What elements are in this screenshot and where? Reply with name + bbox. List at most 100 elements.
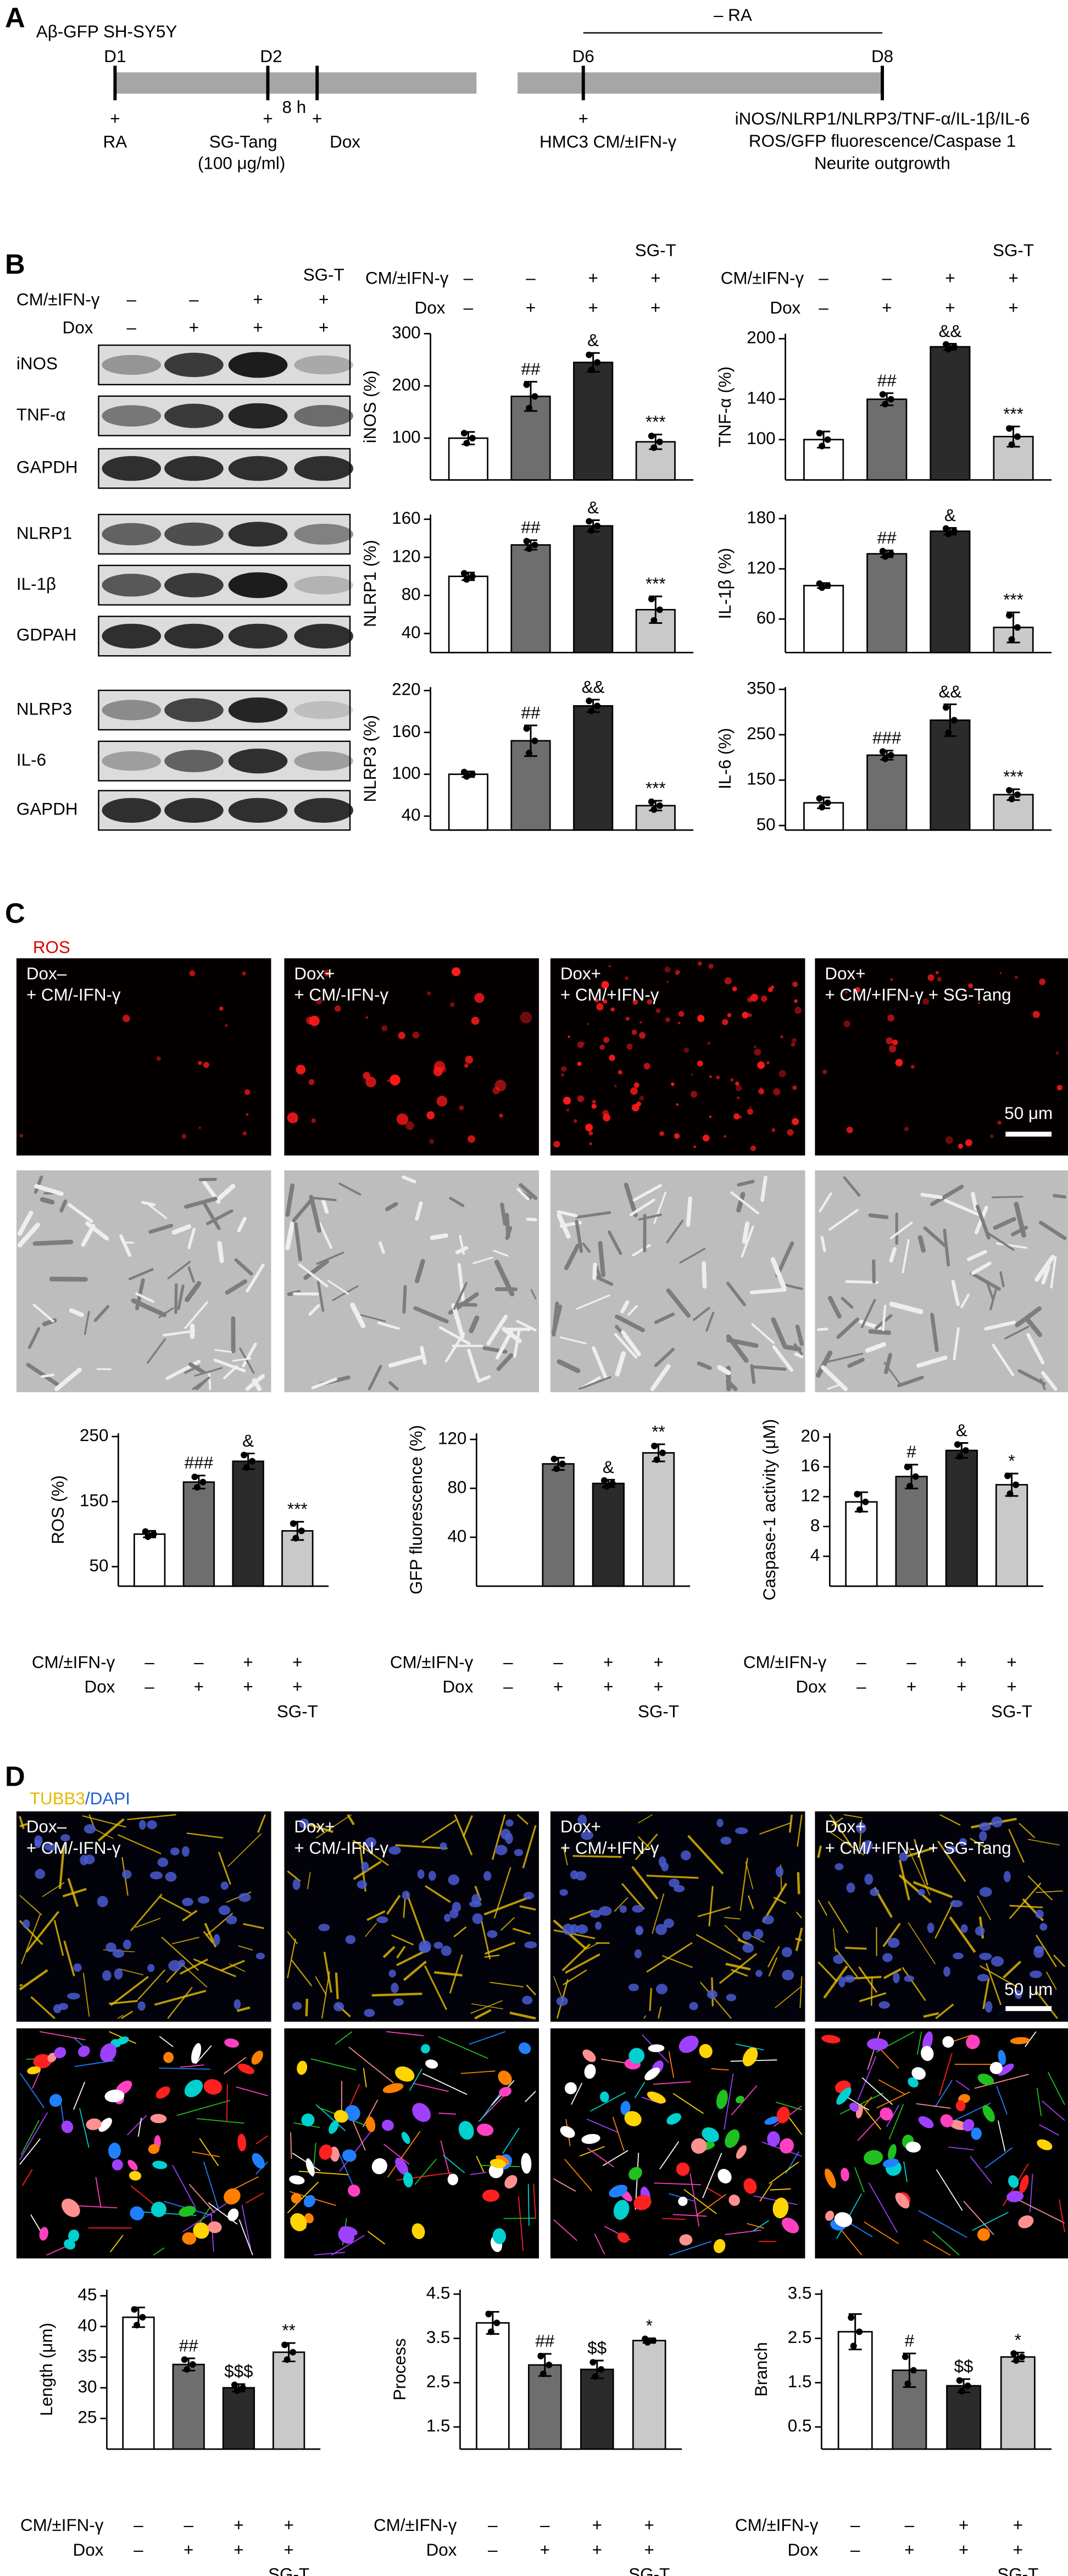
cell-outline <box>976 1204 991 1240</box>
traced-neurite <box>363 2068 367 2088</box>
neurite <box>1035 1990 1058 2019</box>
neurite <box>817 1845 822 1858</box>
panel-label: B <box>5 248 25 280</box>
y-axis-label: GFP fluorescence (%) <box>407 1425 426 1594</box>
neurite <box>767 1946 780 1968</box>
segmented-cell <box>382 2119 394 2131</box>
segmented-cell <box>425 2059 438 2069</box>
neurite <box>759 1822 791 1835</box>
ros-signal <box>676 1103 679 1106</box>
segmented-cell <box>966 2035 980 2049</box>
ros-signal <box>602 1110 609 1117</box>
neurite <box>687 1835 724 1875</box>
replicate-dot <box>594 359 601 366</box>
nucleus <box>991 1816 1003 1828</box>
segmented-cell <box>496 2155 509 2165</box>
cell-outline <box>943 1228 950 1267</box>
nucleus <box>483 1871 492 1881</box>
nucleus <box>419 1940 431 1952</box>
cell-outline <box>930 1184 964 1206</box>
ros-signal <box>724 1135 726 1138</box>
cell-outline <box>1052 1194 1067 1199</box>
bar <box>930 346 971 481</box>
bar <box>528 2364 562 2450</box>
traced-neurite <box>383 2143 410 2165</box>
ros-signal <box>609 1055 615 1061</box>
neurite <box>697 1906 731 1918</box>
ros-signal <box>766 1061 770 1065</box>
replicate-dot <box>879 391 886 398</box>
replicate-dot <box>862 1498 869 1505</box>
cell-outline <box>469 1315 480 1333</box>
traced-neurite <box>19 2112 48 2160</box>
y-tick-label: 60 <box>756 608 776 628</box>
cell-outline <box>147 1338 166 1364</box>
y-tick-label: 2.5 <box>426 2372 450 2391</box>
replicate-dot <box>648 433 655 440</box>
neurite <box>121 2010 134 2019</box>
cell-outline <box>889 1247 897 1263</box>
nucleus <box>899 1852 908 1862</box>
traced-neurite <box>95 2176 102 2208</box>
neurite <box>658 2006 662 2019</box>
ros-signal <box>440 1066 447 1073</box>
cell-outline <box>730 1191 759 1215</box>
cell-outline <box>702 1261 707 1289</box>
replicate-dot <box>191 1473 198 1481</box>
ros-signal <box>603 1037 610 1043</box>
blot-band <box>228 456 288 481</box>
condition-mark: – <box>819 269 828 288</box>
traced-neurite <box>335 2031 353 2045</box>
ros-signal <box>465 1055 474 1064</box>
nucleus <box>233 1999 241 2009</box>
cell-outline <box>311 1377 337 1389</box>
nucleus <box>220 1881 229 1890</box>
segmented-cell <box>504 2175 518 2189</box>
cell-outline <box>184 1365 200 1374</box>
segmented-cell <box>163 2052 174 2063</box>
traced-neurite <box>864 2222 899 2245</box>
replicate-dot <box>523 538 530 545</box>
nucleus <box>182 1897 193 1907</box>
y-axis-label: Process <box>390 2338 409 2400</box>
segmented-cell <box>716 2090 728 2109</box>
neurite <box>335 1972 339 1999</box>
nucleus <box>448 1874 460 1885</box>
segmented-cell <box>1019 2175 1029 2193</box>
nucleus <box>781 1947 792 1958</box>
condition-mark: + <box>183 2540 193 2560</box>
condition-mark: + <box>233 2516 243 2535</box>
channel-label: TUBB3/DAPI <box>30 1789 130 1808</box>
traced-neurite <box>955 2080 970 2091</box>
ros-signal <box>958 1143 963 1149</box>
significance-label: & <box>956 1421 967 1440</box>
y-tick-label: 35 <box>78 2346 97 2366</box>
cell-outline <box>246 1264 265 1293</box>
segmented-cell <box>130 2206 144 2220</box>
segmented-cell <box>482 2189 500 2202</box>
neurite <box>371 1992 422 1997</box>
neurite <box>696 1934 742 1960</box>
addition-sign: + <box>578 109 588 129</box>
ros-signal <box>890 978 893 981</box>
segmented-cell <box>348 2184 360 2197</box>
cell-outline <box>620 1330 641 1356</box>
nucleus <box>198 1896 210 1904</box>
traced-neurite <box>932 2231 960 2256</box>
y-tick-label: 350 <box>747 679 775 698</box>
neurite <box>649 1988 652 2011</box>
neurite <box>490 1981 524 1988</box>
neurite <box>1008 1829 1025 1863</box>
traced-neurite <box>470 2171 487 2175</box>
nucleus <box>357 1880 368 1889</box>
ros-signal <box>675 972 678 975</box>
segmented-cell <box>108 2142 121 2159</box>
traced-neurite <box>861 2077 893 2105</box>
traced-neurite <box>1025 2031 1037 2047</box>
nucleus <box>53 2004 62 2014</box>
ros-signal <box>244 1089 251 1095</box>
bar <box>642 1452 675 1587</box>
traced-neurite <box>602 2150 628 2167</box>
condition-label: CM/±IFN-γ <box>374 2516 457 2535</box>
replicate-dot <box>856 1506 863 1513</box>
